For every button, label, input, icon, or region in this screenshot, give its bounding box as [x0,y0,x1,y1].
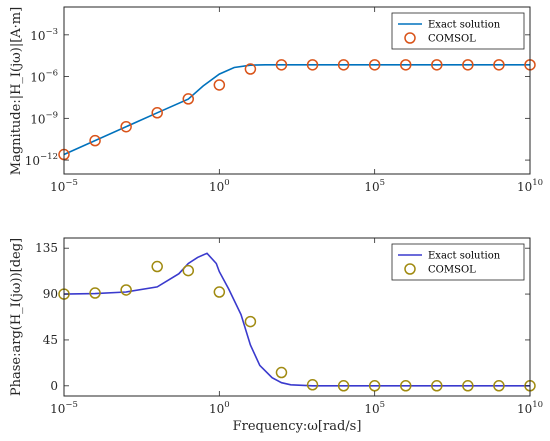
comsol-marker [368,59,381,71]
y-tick-label: 10−3 [30,27,58,43]
phase-plot: 10−5 100 105 1010 0 45 90 135 Exact solution COM… [9,237,543,434]
comsol-marker [462,380,474,392]
comsol-marker [89,134,101,147]
comsol-marker [431,380,443,392]
x-tick-label: 10−5 [50,178,78,194]
comsol-marker [337,380,350,392]
legend-entry-label: COMSOL [428,34,476,45]
legend-marker-swatch [404,32,416,44]
legend-entry-label: COMSOL [428,265,476,276]
y-tick-label: 10−9 [30,110,58,126]
comsol-marker [275,366,288,379]
comsol-marker [399,59,412,71]
magnitude-plot: 10−5 100 105 1010 10−12 10−9 10−6 10−3 Exact so… [9,6,543,194]
y-tick-label: 10−12 [25,152,58,168]
x-tick-label: 1010 [517,400,543,416]
comsol-marker [120,284,132,296]
frequency-x-axis-label: Frequency:ω[rad/s] [233,419,362,434]
comsol-marker [182,264,195,277]
phase-axes-box [63,237,531,397]
comsol-marker [275,59,288,71]
comsol-marker [89,287,101,299]
x-tick-label: 105 [364,178,385,194]
y-tick-label: 90 [43,287,58,301]
legend-entry-label: Exact solution [428,20,501,31]
comsol-marker [306,379,319,391]
comsol-marker [431,59,443,71]
y-tick-label: 135 [35,241,58,255]
phase-y-axis-label: Phase:arg(H_I(jω))[deg] [9,238,24,396]
comsol-marker [462,59,474,71]
y-tick-label: 45 [43,333,58,347]
x-tick-label: 1010 [517,178,543,194]
magnitude-axes-box [63,6,531,175]
legend-marker-swatch [404,263,416,275]
y-tick-label: 10−6 [30,69,58,85]
x-tick-label: 105 [364,400,385,416]
comsol-marker [493,59,505,71]
magnitude-legend: Exact solution COMSOL [391,12,525,50]
exact-solution-line [63,252,530,387]
comsol-marker [213,79,226,91]
x-tick-label: 100 [209,178,230,194]
comsol-marker [399,380,412,392]
comsol-marker [151,260,163,273]
comsol-marker [368,380,381,392]
comsol-marker [337,59,350,71]
x-tick-label: 10−5 [50,400,78,416]
phase-legend: Exact solution COMSOL [391,243,525,281]
comsol-marker [151,107,163,119]
comsol-marker [244,315,257,328]
comsol-marker [213,286,226,298]
legend-box [391,12,525,50]
y-tick-label: 0 [50,379,58,393]
comsol-marker [244,63,257,75]
x-tick-label: 100 [209,400,230,416]
comsol-marker [306,59,319,71]
magnitude-y-axis-label: Magnitude:|H_I(jω)|[A·m] [9,7,24,175]
comsol-marker [493,380,505,392]
legend-entry-label: Exact solution [428,251,501,262]
exact-solution-line [63,64,530,156]
comsol-marker [120,120,132,133]
comsol-marker [182,93,195,105]
legend-box [391,243,525,281]
